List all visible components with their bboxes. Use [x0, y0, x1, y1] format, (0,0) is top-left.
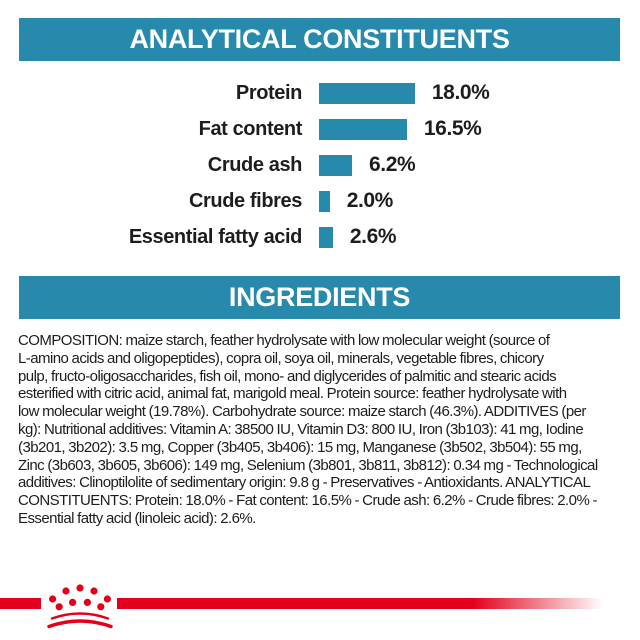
chart-category-label: Crude fibres: [188, 189, 302, 212]
chart-bar: [319, 82, 415, 104]
ingredients-text-line: pulp, fructo-oligosaccharides, fish oil,…: [18, 367, 557, 385]
chart-value-label: 16.5%: [423, 117, 482, 140]
analytical-constituents-bar-chart: Protein 18.0% Fat content 16.5% Crude ash 6.2…: [0, 0, 640, 260]
ingredients-text-line: kg): Nutritional additives: Vitamin A: 3…: [18, 420, 584, 438]
chart-bar: [319, 118, 407, 140]
chart-row-crude-ash: Crude ash 6.2%: [0, 153, 640, 176]
royal-canin-crown-icon: [47, 584, 113, 629]
ingredients-text-line: low molecular weight (19.78%). Carbohydr…: [18, 403, 586, 421]
chart-category-label: Fat content: [198, 117, 303, 140]
ingredients-banner: INGREDIENTS: [19, 276, 620, 319]
chart-value-label: 18.0%: [431, 81, 490, 104]
chart-category-label: Crude ash: [207, 153, 303, 176]
chart-bar: [319, 190, 330, 212]
ingredients-text-line: (3b201, 3b202): 3.5 mg, Copper (3b405, 3…: [18, 438, 582, 456]
ingredients-composition-text: COMPOSITION: maize starch, feather hydro…: [18, 332, 628, 528]
ingredients-text-line: esterified with citric acid, animal fat,…: [18, 385, 567, 403]
chart-row-essential-fatty-acid: Essential fatty acid 2.6%: [0, 225, 640, 248]
ingredients-text-line: Essential fatty acid (linoleic acid): 2.…: [18, 509, 256, 527]
chart-category-label: Protein: [235, 81, 303, 104]
ingredients-text-line: L-amino acids and oligopeptides), copra …: [18, 349, 544, 367]
chart-bar: [319, 226, 333, 248]
chart-row-crude-fibres: Crude fibres 2.0%: [0, 189, 640, 212]
ingredients-text-line: additives: Clinoptilolite of sedimentary…: [18, 474, 591, 492]
chart-value-label: 2.6%: [349, 225, 397, 248]
chart-row-protein: Protein 18.0%: [0, 81, 640, 104]
ingredients-title: INGREDIENTS: [228, 282, 411, 312]
ingredients-text-line: COMPOSITION: maize starch, feather hydro…: [18, 332, 550, 349]
chart-bar: [319, 154, 352, 176]
chart-row-fat-content: Fat content 16.5%: [0, 117, 640, 140]
ingredients-text-line: Zinc (3b603, 3b605, 3b606): 149 mg, Sele…: [18, 456, 598, 474]
chart-category-label: Essential fatty acid: [128, 225, 303, 248]
chart-value-label: 2.0%: [346, 189, 394, 212]
analytical-constituents-banner: ANALYTICAL CONSTITUENTS: [19, 18, 620, 61]
brand-rule-right: [117, 598, 640, 609]
ingredients-text-line: CONSTITUENTS: Protein: 18.0% - Fat conte…: [18, 492, 597, 510]
analytical-constituents-title: ANALYTICAL CONSTITUENTS: [129, 24, 510, 54]
brand-rule-left: [0, 598, 41, 609]
chart-value-label: 6.2%: [369, 153, 416, 176]
